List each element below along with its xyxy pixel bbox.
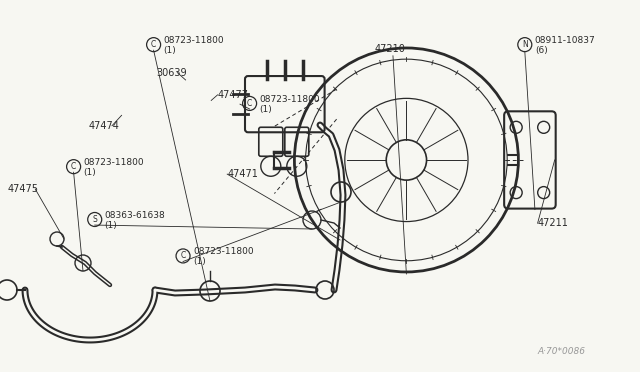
Text: 08363-61638: 08363-61638	[105, 211, 166, 220]
Text: 47471: 47471	[227, 169, 258, 179]
Text: C: C	[71, 162, 76, 171]
Text: 08723-11800: 08723-11800	[164, 36, 224, 45]
Text: N: N	[522, 40, 527, 49]
Text: 47211: 47211	[538, 218, 568, 228]
Text: 47474: 47474	[88, 121, 119, 131]
Text: S: S	[92, 215, 97, 224]
Text: 47477: 47477	[218, 90, 248, 100]
Text: (6): (6)	[535, 46, 548, 55]
Text: (1): (1)	[105, 221, 118, 230]
Text: 30639: 30639	[157, 68, 188, 77]
Text: 08723-11800: 08723-11800	[193, 247, 253, 256]
Text: (1): (1)	[193, 257, 206, 266]
Text: 47210: 47210	[375, 44, 406, 54]
Text: A‧70*0086: A‧70*0086	[538, 347, 586, 356]
Text: C: C	[180, 251, 186, 260]
Text: (1): (1)	[164, 46, 177, 55]
Text: 47475: 47475	[8, 184, 38, 194]
Text: C: C	[151, 40, 156, 49]
Text: (1): (1)	[260, 105, 273, 114]
Text: 08911-10837: 08911-10837	[535, 36, 596, 45]
Text: 08723-11800: 08723-11800	[260, 95, 320, 104]
Text: C: C	[247, 99, 252, 108]
Text: 08723-11800: 08723-11800	[84, 158, 144, 167]
Text: (1): (1)	[84, 168, 97, 177]
